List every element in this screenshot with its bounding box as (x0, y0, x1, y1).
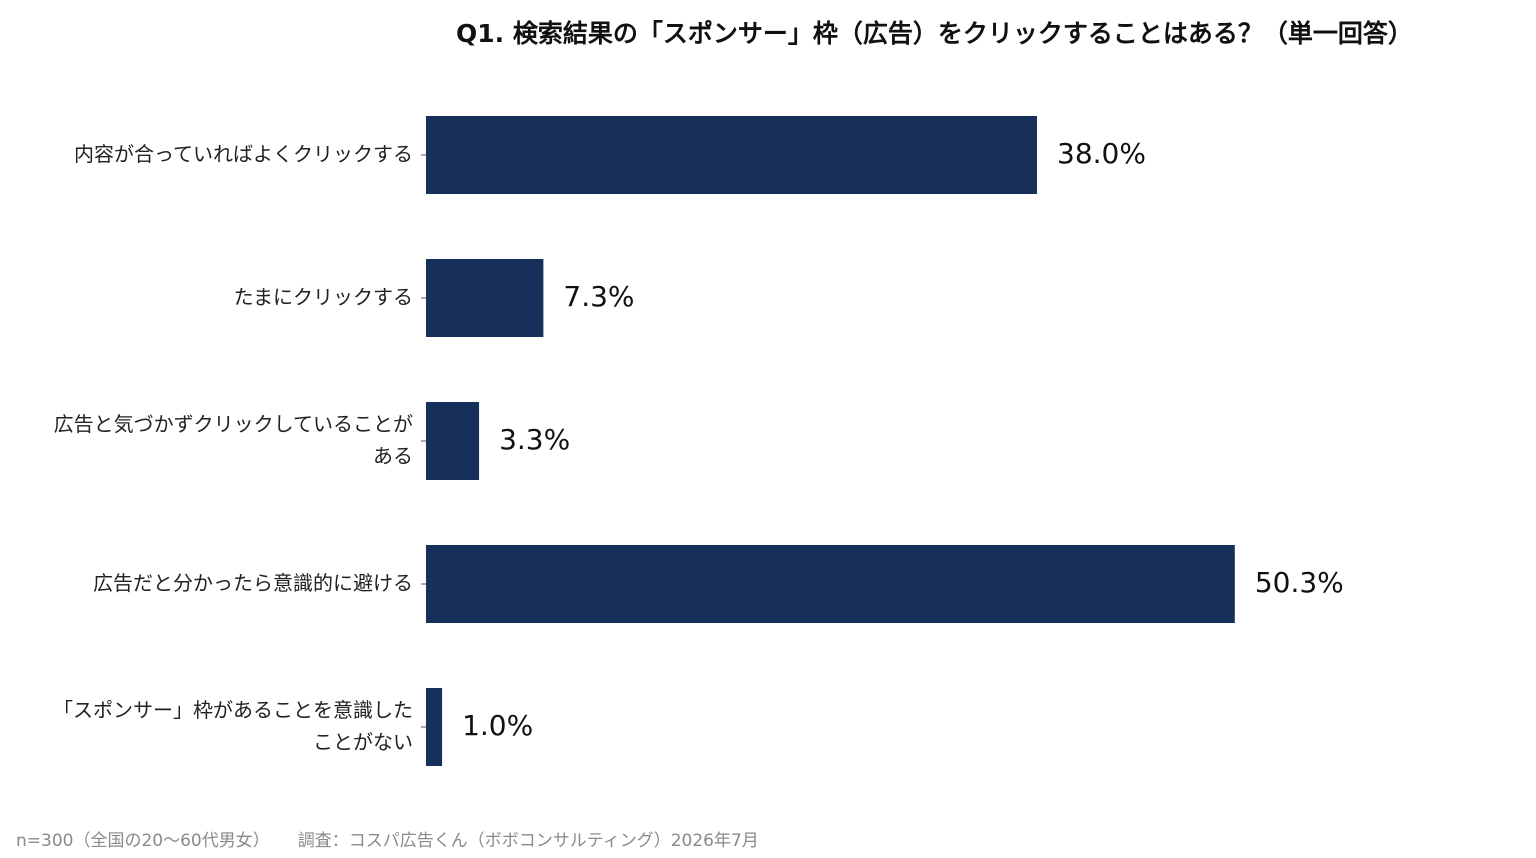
category-label-3: 広告だと分かったら意識的に避ける (93, 571, 413, 595)
category-label-line: 広告だと分かったら意識的に避ける (93, 571, 413, 595)
chart-title: Q1. 検索結果の「スポンサー」枠（広告）をクリックすることはある？（単一回答） (456, 19, 1413, 48)
category-label-line: ある (373, 444, 413, 468)
category-label-2: 広告と気づかずクリックしていることがある (54, 412, 413, 468)
category-label-4: 「スポンサー」枠があることを意識したことがない (53, 698, 413, 754)
bar-2 (426, 402, 480, 480)
footnote-source: 調査：コスパ広告くん（ボボコンサルティング）2026年7月 (297, 831, 759, 851)
bar-3 (426, 545, 1235, 623)
value-label-1: 7.3% (563, 280, 634, 313)
footnote: n=300（全国の20〜60代男女） 調査：コスパ広告くん（ボボコンサルティング）… (16, 826, 759, 851)
value-label-4: 1.0% (462, 709, 533, 742)
value-label-2: 3.3% (499, 423, 570, 456)
category-label-1: たまにクリックする (234, 285, 413, 309)
bar-chart: 内容が合っていればよくクリックする 38.0% たまにクリックする 7.3% 広告と気づ… (53, 116, 1344, 766)
bars-layer: 内容が合っていればよくクリックする 38.0% たまにクリックする 7.3% 広告と気づ… (53, 116, 1344, 766)
value-label-3: 50.3% (1255, 566, 1344, 599)
bar-4 (426, 688, 443, 766)
category-label-line: ことがない (313, 730, 413, 754)
category-label-line: 「スポンサー」枠があることを意識した (53, 698, 413, 722)
category-label-0: 内容が合っていればよくクリックする (74, 142, 413, 166)
category-label-line: 広告と気づかずクリックしていることが (54, 412, 413, 436)
footnote-sample: n=300（全国の20〜60代男女） (16, 831, 270, 851)
bar-0 (426, 116, 1038, 194)
bar-1 (426, 259, 544, 337)
category-label-line: 内容が合っていればよくクリックする (74, 142, 413, 166)
category-label-line: たまにクリックする (234, 285, 413, 309)
value-label-0: 38.0% (1057, 137, 1146, 170)
